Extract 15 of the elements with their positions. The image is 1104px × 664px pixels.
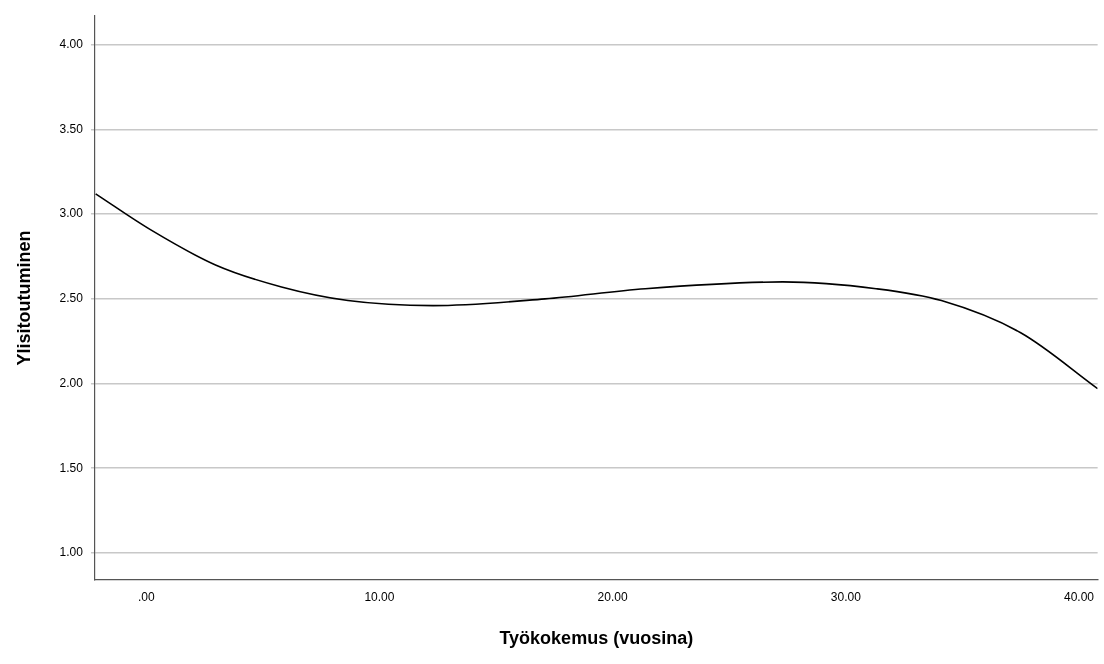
y-tick-label: 1.50 bbox=[59, 460, 84, 475]
y-tick-label: 1.00 bbox=[59, 545, 84, 560]
y-tick-label: 2.00 bbox=[59, 375, 84, 390]
x-tick-label: 20.00 bbox=[597, 589, 628, 604]
x-tick-label: .00 bbox=[137, 589, 155, 604]
y-tick-label: 2.50 bbox=[59, 291, 84, 306]
line-series bbox=[94, 193, 1098, 390]
y-tick-label: 3.00 bbox=[59, 206, 84, 221]
x-axis-title: Työkokemus (vuosina) bbox=[499, 628, 694, 649]
y-tick-label: 4.00 bbox=[59, 37, 84, 52]
y-tick-label: 3.50 bbox=[59, 121, 84, 136]
y-axis-title: Ylisitoutuminen bbox=[13, 230, 34, 366]
x-tick-label: 10.00 bbox=[364, 589, 395, 604]
x-tick-label: 30.00 bbox=[830, 589, 862, 604]
x-tick-label: 40.00 bbox=[1063, 589, 1095, 604]
